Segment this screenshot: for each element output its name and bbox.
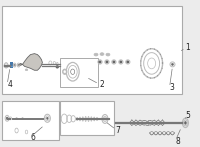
- Ellipse shape: [5, 64, 7, 67]
- Ellipse shape: [104, 118, 106, 120]
- Circle shape: [172, 63, 173, 65]
- Circle shape: [127, 61, 129, 63]
- Ellipse shape: [6, 117, 8, 120]
- Ellipse shape: [100, 53, 104, 55]
- Text: 7: 7: [115, 126, 120, 135]
- Text: 2: 2: [99, 80, 104, 90]
- Text: 3: 3: [170, 83, 174, 92]
- Ellipse shape: [47, 117, 48, 119]
- Ellipse shape: [4, 63, 8, 68]
- Circle shape: [106, 61, 108, 63]
- Circle shape: [120, 61, 122, 63]
- FancyBboxPatch shape: [2, 6, 182, 94]
- Ellipse shape: [64, 71, 66, 73]
- Bar: [10, 62, 13, 68]
- Circle shape: [99, 61, 101, 63]
- Ellipse shape: [63, 69, 67, 74]
- Text: 5: 5: [185, 111, 190, 120]
- Text: 4: 4: [7, 80, 12, 89]
- Ellipse shape: [16, 130, 17, 132]
- Text: 6: 6: [30, 133, 35, 142]
- Text: 1: 1: [185, 43, 190, 52]
- Circle shape: [113, 61, 115, 63]
- Ellipse shape: [185, 122, 186, 124]
- Ellipse shape: [106, 53, 110, 56]
- Ellipse shape: [94, 53, 98, 56]
- Bar: [10, 66, 13, 67]
- Polygon shape: [20, 54, 42, 70]
- FancyBboxPatch shape: [60, 57, 98, 87]
- Circle shape: [56, 66, 58, 68]
- Text: 8: 8: [175, 137, 180, 146]
- Ellipse shape: [25, 69, 28, 71]
- FancyBboxPatch shape: [60, 101, 114, 135]
- FancyBboxPatch shape: [2, 101, 59, 140]
